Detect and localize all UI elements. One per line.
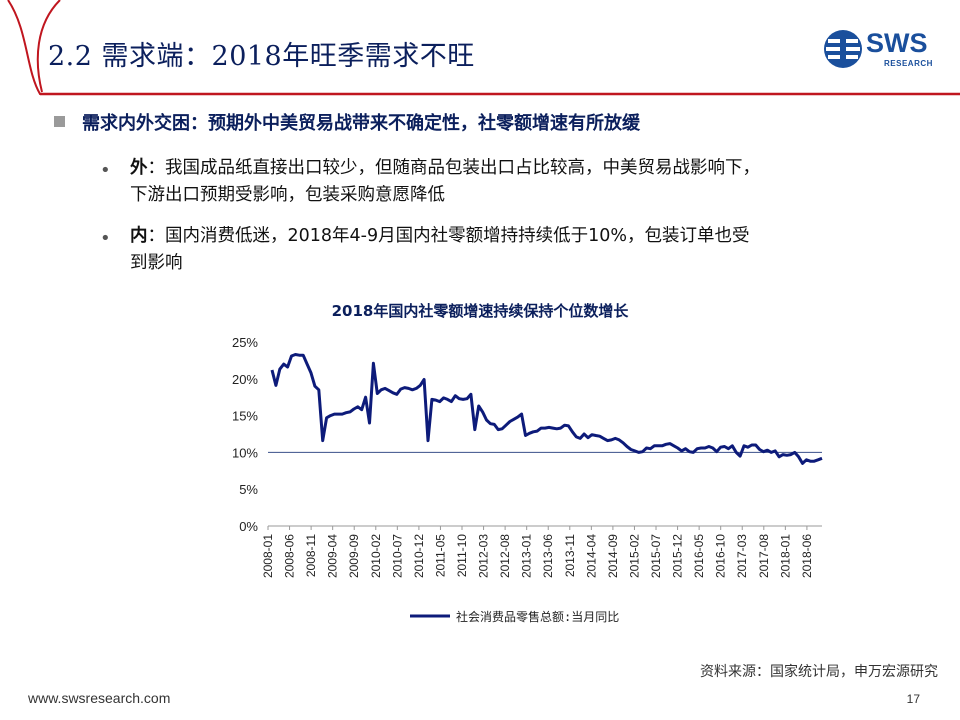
x-tick-label: 2013-06: [541, 534, 555, 578]
y-tick-label: 25%: [232, 335, 258, 350]
point-external-label: 外: [130, 158, 148, 178]
x-tick-label: 2014-04: [584, 534, 598, 578]
slide-header: 2.2 需求端：2018年旺季需求不旺 SWS RESEARCH: [0, 0, 960, 96]
y-tick-label: 0%: [239, 519, 258, 534]
point-external-text: ：我国成品纸直接出口较少，但随商品包装出口占比较高，中美贸易战影响下，: [147, 158, 761, 178]
point-internal-text-cont: 到影响: [130, 253, 183, 273]
x-tick-label: 2017-03: [735, 534, 749, 578]
x-tick-label: 2011-10: [455, 534, 469, 577]
y-tick-label: 5%: [239, 482, 258, 497]
footer-url[interactable]: www.swsresearch.com: [28, 690, 171, 706]
x-tick-label: 2018-01: [778, 534, 792, 578]
y-tick-label: 15%: [232, 409, 258, 424]
x-tick-label: 2017-08: [757, 534, 771, 578]
x-tick-label: 2008-06: [283, 534, 297, 578]
x-tick-label: 2008-11: [304, 534, 318, 577]
point-internal-label: 内: [130, 226, 148, 246]
dot-bullet-icon: •: [100, 228, 111, 249]
square-bullet-icon: [54, 116, 65, 127]
logo-emblem-icon: [824, 30, 862, 68]
x-tick-label: 2010-12: [412, 534, 426, 578]
chart-title: 2018年国内社零额增速持续保持个位数增长: [331, 302, 629, 320]
x-tick-label: 2012-08: [498, 534, 512, 578]
x-tick-label: 2013-11: [563, 534, 577, 577]
x-tick-label: 2009-04: [326, 534, 340, 578]
series-line-retail-sales: [270, 353, 823, 465]
x-tick-label: 2014-09: [606, 534, 620, 578]
x-tick-label: 2016-05: [692, 534, 706, 578]
y-tick-label: 10%: [232, 445, 258, 460]
point-external-text-cont: 下游出口预期受影响，包装采购意愿降低: [130, 185, 445, 205]
source-note: 资料来源：国家统计局，申万宏源研究: [700, 664, 938, 680]
point-internal-text: ：国内消费低迷，2018年4-9月国内社零额增持持续低于10%，包装订单也受: [147, 226, 750, 246]
x-tick-label: 2011-05: [433, 534, 447, 577]
x-tick-label: 2015-12: [671, 534, 685, 578]
page-title: 2.2 需求端：2018年旺季需求不旺: [48, 41, 475, 72]
sws-logo: SWS RESEARCH: [822, 26, 940, 72]
x-tick-label: 2010-07: [390, 534, 404, 578]
x-tick-label: 2010-02: [369, 534, 383, 578]
point-external: 外：我国成品纸直接出口较少，但随商品包装出口占比较高，中美贸易战影响下， 下游出…: [130, 155, 920, 209]
legend-label: 社会消费品零售总额:当月同比: [456, 609, 619, 624]
page-number: 17: [906, 692, 920, 706]
line-chart: 0% 5% 10% 15% 20% 25% 2008-01 2008-06 2008-11 200…: [232, 335, 823, 624]
y-tick-label: 20%: [232, 372, 258, 387]
x-tick-label: 2018-06: [800, 534, 814, 578]
point-internal: 内：国内消费低迷，2018年4-9月国内社零额增持持续低于10%，包装订单也受 …: [130, 223, 920, 277]
logo-subtext: RESEARCH: [884, 59, 933, 68]
dot-bullet-icon: •: [100, 160, 111, 181]
x-tick-label: 2015-07: [649, 534, 663, 578]
x-tick-label: 2009-09: [347, 534, 361, 578]
header-decoration: [0, 0, 960, 96]
logo-text: SWS: [866, 28, 928, 58]
x-tick-label: 2015-02: [627, 534, 641, 578]
main-point: 需求内外交困：预期外中美贸易战带来不确定性，社零额增速有所放缓: [82, 113, 640, 134]
x-tick-label: 2008-01: [261, 534, 275, 578]
x-tick-label: 2013-01: [520, 534, 534, 578]
x-tick-label: 2012-03: [477, 534, 491, 578]
x-tick-label: 2016-10: [714, 534, 728, 578]
